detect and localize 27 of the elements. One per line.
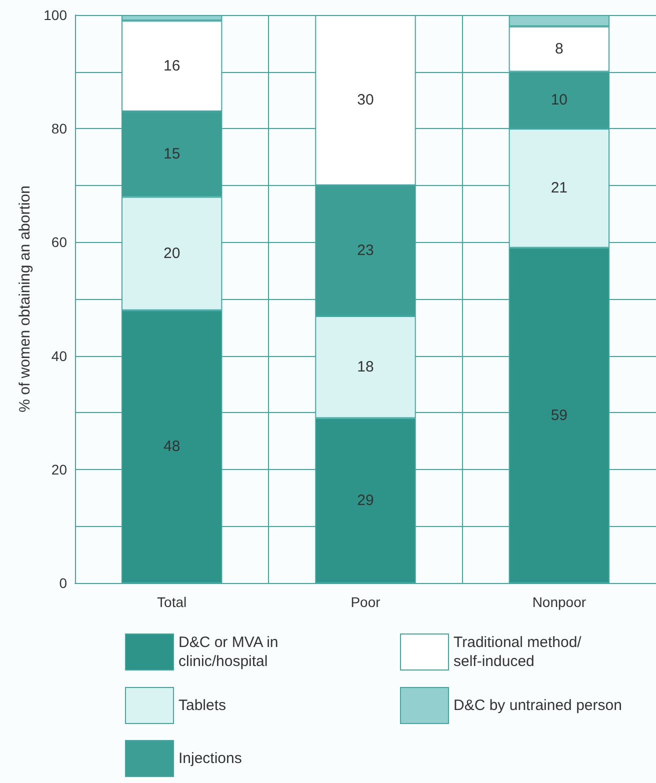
y-tick-label: 40 [51, 348, 68, 364]
data-label: 59 [550, 406, 568, 424]
x-tick-label: Poor [350, 594, 381, 610]
data-label: 18 [357, 358, 374, 376]
y-tick-label: 0 [59, 575, 68, 591]
data-label: 10 [550, 92, 568, 109]
data-label: 16 [163, 58, 180, 75]
y-tick-label: 60 [51, 234, 68, 250]
legend-label: Traditional method/ self-induced [454, 634, 586, 670]
data-label: 8 [554, 40, 564, 58]
data-label: 23 [357, 242, 374, 260]
legend-label: D&C by untrained person [454, 697, 622, 714]
y-tick-label: 100 [44, 7, 68, 23]
data-label: 48 [163, 438, 180, 456]
data-label: 21 [550, 180, 568, 197]
data-label: 30 [357, 92, 374, 109]
legend-label: Tablets [178, 697, 226, 714]
y-axis-title: % of women obtaining an abortion [16, 186, 34, 412]
x-tick-label: Total [157, 594, 187, 610]
legend-label: Injections [178, 750, 242, 767]
y-tick-label: 80 [51, 120, 68, 137]
y-tick-label: 20 [51, 461, 68, 478]
x-tick-label: Nonpoor [532, 594, 586, 610]
data-label: 20 [163, 245, 180, 262]
data-label: 15 [163, 146, 180, 163]
data-label: 29 [357, 492, 374, 510]
legend-label: D&C or MVA in clinic/hospital [178, 634, 282, 670]
